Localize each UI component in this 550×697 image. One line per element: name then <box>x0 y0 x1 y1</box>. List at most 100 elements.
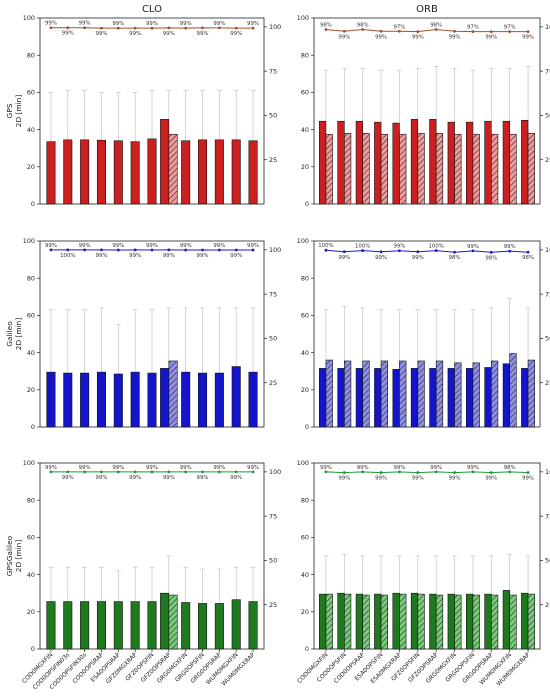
availability-line <box>325 28 529 33</box>
availability-label: 99% <box>504 244 516 250</box>
bar-primary <box>447 368 455 428</box>
column-title-orb: ORB <box>416 4 438 15</box>
availability-point <box>116 26 120 30</box>
availability-label: 100% <box>60 253 75 259</box>
bar-primary <box>374 593 382 650</box>
availability-label: 99% <box>45 243 57 249</box>
availability-label: 99% <box>485 476 497 482</box>
y-tick-label: 0 <box>31 423 35 431</box>
bar-primary <box>160 368 170 428</box>
availability-point <box>379 29 383 33</box>
y2-tick-label: 25 <box>545 601 550 609</box>
availability-point <box>471 470 475 474</box>
bar-hatched <box>344 360 352 428</box>
y-tick-label: 20 <box>27 608 35 616</box>
availability-point <box>416 471 420 474</box>
bar-primary <box>96 371 106 428</box>
bar-hatched <box>399 360 407 428</box>
availability-label: 98% <box>485 255 497 261</box>
availability-point <box>100 248 103 252</box>
bar-primary <box>521 592 529 650</box>
availability-label: 99% <box>180 243 192 249</box>
bar-hatched <box>417 593 425 650</box>
availability-point <box>184 470 188 474</box>
y-tick-label: 0 <box>31 645 35 653</box>
availability-label: 99% <box>213 465 225 471</box>
bar-hatched <box>344 593 352 650</box>
chart-panel: 0 20 40 60 80 100 25 50 75 100 99% 99% 99% 99% 99% 99% 9… <box>23 14 281 208</box>
bar-hatched <box>362 133 370 205</box>
bar-primary <box>46 141 56 205</box>
bar-hatched <box>509 133 517 205</box>
y-tick-label: 20 <box>301 386 309 394</box>
y2-tick-label: 100 <box>545 246 550 254</box>
y-tick-label: 60 <box>301 89 309 97</box>
bar-primary <box>248 371 258 428</box>
availability-label: 98% <box>357 23 369 29</box>
availability-label: 99% <box>247 243 259 249</box>
availability-point <box>471 249 475 253</box>
y-tick-label: 40 <box>27 571 35 579</box>
availability-point <box>434 28 438 31</box>
availability-point <box>324 470 328 474</box>
availability-label: 99% <box>449 34 461 40</box>
y-tick-label: 0 <box>305 645 309 653</box>
availability-point <box>398 29 401 33</box>
plot-frame <box>313 17 541 205</box>
availability-point <box>83 26 87 30</box>
y2-tick-label: 75 <box>545 67 550 75</box>
availability-label: 99% <box>375 476 387 482</box>
y2-tick-label: 75 <box>545 512 550 520</box>
availability-point <box>234 470 238 474</box>
y-tick-label: 40 <box>301 126 309 134</box>
availability-label: 99% <box>112 21 124 27</box>
bar-primary <box>374 121 382 205</box>
availability-label: 99% <box>320 465 332 471</box>
bar-primary <box>319 593 327 650</box>
bar-primary <box>484 593 492 650</box>
availability-point <box>150 26 154 30</box>
chart-panel: 0 20 40 60 80 100 25 50 75 100 99% 99% 99% 99% 99% 99% 9… <box>297 459 550 687</box>
availability-point <box>453 29 456 33</box>
availability-label: 100% <box>428 244 443 250</box>
bar-primary <box>96 601 106 650</box>
availability-point <box>184 26 188 30</box>
y2-tick-label: 100 <box>545 468 550 476</box>
availability-label: 99% <box>338 34 350 40</box>
availability-point <box>133 248 137 252</box>
availability-label: 99% <box>163 31 175 37</box>
availability-label: 99% <box>338 255 350 261</box>
bar-primary <box>466 593 474 650</box>
y2-tick-label: 25 <box>545 379 550 387</box>
y2-tick-label: 50 <box>545 557 550 565</box>
y2-tick-label: 25 <box>269 156 277 164</box>
x-tick-label: WUM0MGXRAP <box>221 652 257 688</box>
y-tick-label: 0 <box>305 200 309 208</box>
bar-hatched <box>168 360 178 428</box>
bar-hatched <box>491 594 499 650</box>
y-tick-label: 40 <box>27 349 35 357</box>
availability-label: 99% <box>95 475 107 481</box>
availability-label: 99% <box>412 255 424 261</box>
bar-hatched <box>435 360 444 428</box>
availability-label: 99% <box>146 243 158 249</box>
availability-point <box>100 26 103 30</box>
bar-hatched <box>435 594 444 650</box>
availability-label: 99% <box>45 21 57 27</box>
availability-label: 98% <box>320 23 332 29</box>
bar-primary <box>147 601 157 650</box>
availability-point <box>251 248 255 252</box>
bar-hatched <box>435 133 444 205</box>
y2-tick-label: 25 <box>269 601 277 609</box>
availability-label: 99% <box>412 35 424 41</box>
y-tick-label: 20 <box>27 163 35 171</box>
availability-label: 98% <box>504 465 516 471</box>
bar-primary <box>214 372 224 428</box>
availability-point <box>217 26 221 30</box>
availability-label: 99% <box>146 465 158 471</box>
plot-frame <box>313 462 541 650</box>
bar-primary <box>429 593 437 650</box>
bar-primary <box>521 368 529 428</box>
y-tick-label: 40 <box>27 126 35 134</box>
bar-hatched <box>472 133 480 205</box>
